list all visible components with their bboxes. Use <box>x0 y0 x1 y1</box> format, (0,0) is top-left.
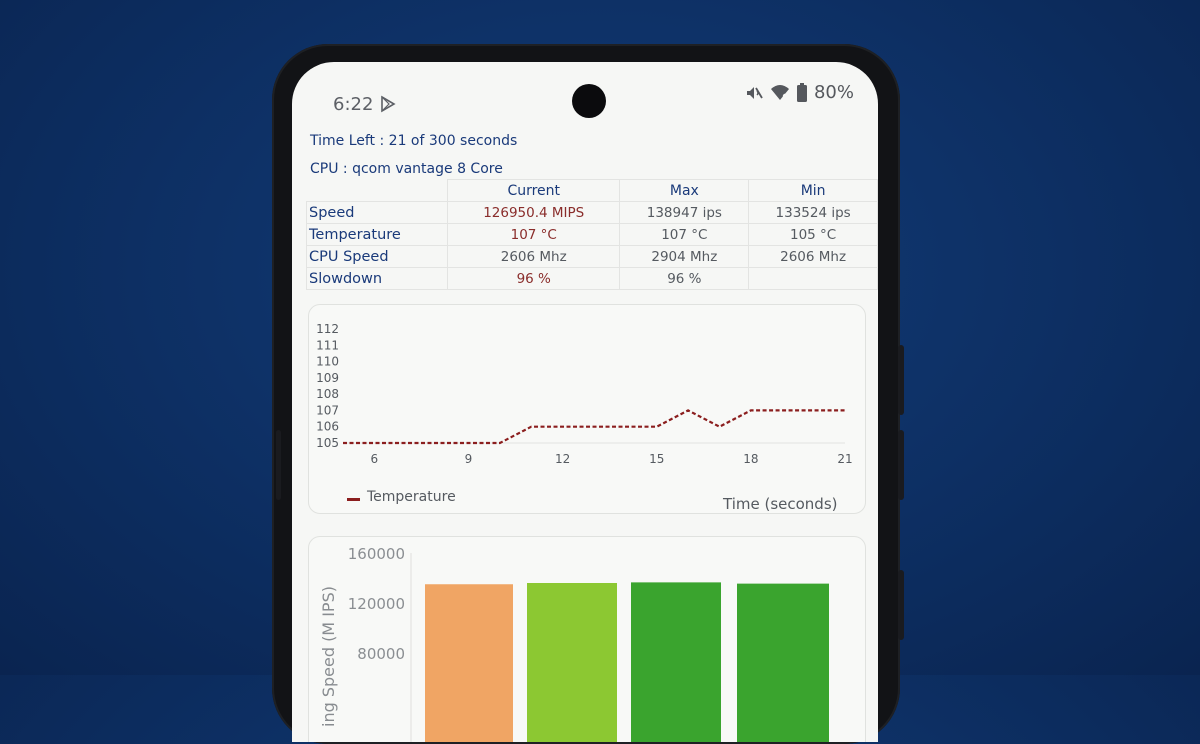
x-tick-label: 18 <box>743 452 758 466</box>
x-tick-label: 9 <box>465 452 473 466</box>
speed-bar-chart: 80000 120000 160000 <box>348 545 829 742</box>
play-store-icon <box>381 95 396 113</box>
wifi-icon <box>770 84 789 100</box>
y-tick-label: 108 <box>316 387 339 401</box>
table-header-max: Max <box>619 179 750 202</box>
y-tick-label: 105 <box>316 436 339 450</box>
temperature-line-chart: 105 106 107 108 109 110 111 112 6 9 12 15 18 21 <box>316 322 853 466</box>
table-row: CPU Speed 2606 Mhz 2904 Mhz 2606 Mhz <box>306 245 878 268</box>
table-header-current: Current <box>446 179 621 202</box>
phone-side-button <box>898 345 904 415</box>
table-row: Temperature 107 °C 107 °C 105 °C <box>306 223 878 246</box>
x-axis-title: Time (seconds) <box>723 495 838 513</box>
front-camera <box>572 84 606 118</box>
slowdown-min <box>748 267 878 290</box>
time-left-text: Time Left : 21 of 300 seconds <box>310 133 518 149</box>
cpu-speed-min: 2606 Mhz <box>748 245 878 268</box>
speed-bar-chart-card: 80000 120000 160000 ing Speed (M IPS) <box>308 536 866 742</box>
slowdown-max: 96 % <box>619 267 750 290</box>
mute-icon <box>746 86 763 99</box>
stats-table: Current Max Min Speed 126950.4 MIPS 1389… <box>306 179 878 290</box>
row-label-temperature: Temperature <box>306 223 448 246</box>
y-tick-label: 107 <box>316 403 339 417</box>
table-header-row: Current Max Min <box>306 179 878 202</box>
y-tick-label: 110 <box>316 355 339 369</box>
phone-side-button-lower <box>898 430 904 500</box>
phone-screen: 6:22 80% Time Left : 21 of 300 seconds C… <box>292 62 878 742</box>
series-line-temperature <box>343 409 845 445</box>
status-time: 6:22 <box>333 94 374 115</box>
speed-max: 138947 ips <box>619 201 750 224</box>
cpu-speed-max: 2904 Mhz <box>619 245 750 268</box>
cpu-speed-current: 2606 Mhz <box>446 245 621 268</box>
legend-label-temperature: Temperature <box>367 489 456 505</box>
bar-3 <box>631 582 721 742</box>
y-tick-label: 112 <box>316 322 339 336</box>
y-tick-label: 120000 <box>348 595 405 613</box>
battery-icon <box>796 82 807 102</box>
phone-side-button-bottom <box>898 570 904 640</box>
y-tick-label: 160000 <box>348 545 405 563</box>
row-label-cpu-speed: CPU Speed <box>306 245 448 268</box>
cpu-text: CPU : qcom vantage 8 Core <box>310 161 503 177</box>
bar-1 <box>425 584 513 742</box>
speed-min: 133524 ips <box>748 201 878 224</box>
phone-left-button <box>276 430 281 500</box>
status-right: 80% <box>744 82 854 103</box>
y-tick-label: 111 <box>316 338 339 352</box>
temperature-chart-card: 105 106 107 108 109 110 111 112 6 9 12 15 18 21 Tempe… <box>308 304 866 514</box>
temperature-min: 105 °C <box>748 223 878 246</box>
y-axis-title: ing Speed (M IPS) <box>319 586 338 727</box>
speed-current: 126950.4 MIPS <box>446 201 621 224</box>
y-tick-label: 80000 <box>357 645 405 663</box>
bar-2 <box>527 583 617 742</box>
x-tick-label: 12 <box>555 452 570 466</box>
table-row: Speed 126950.4 MIPS 138947 ips 133524 ip… <box>306 201 878 224</box>
temperature-max: 107 °C <box>619 223 750 246</box>
battery-level: 80% <box>813 82 854 103</box>
slowdown-current: 96 % <box>446 267 621 290</box>
x-tick-label: 21 <box>837 452 852 466</box>
table-header-min: Min <box>748 179 878 202</box>
x-tick-label: 15 <box>649 452 664 466</box>
x-tick-label: 6 <box>371 452 379 466</box>
y-tick-label: 106 <box>316 420 339 434</box>
row-label-slowdown: Slowdown <box>306 267 448 290</box>
y-tick-label: 109 <box>316 371 339 385</box>
row-label-speed: Speed <box>306 201 448 224</box>
bar-4 <box>737 583 829 742</box>
table-header-blank <box>306 179 448 202</box>
legend-swatch <box>347 498 360 501</box>
temperature-current: 107 °C <box>446 223 621 246</box>
table-row: Slowdown 96 % 96 % <box>306 267 878 290</box>
